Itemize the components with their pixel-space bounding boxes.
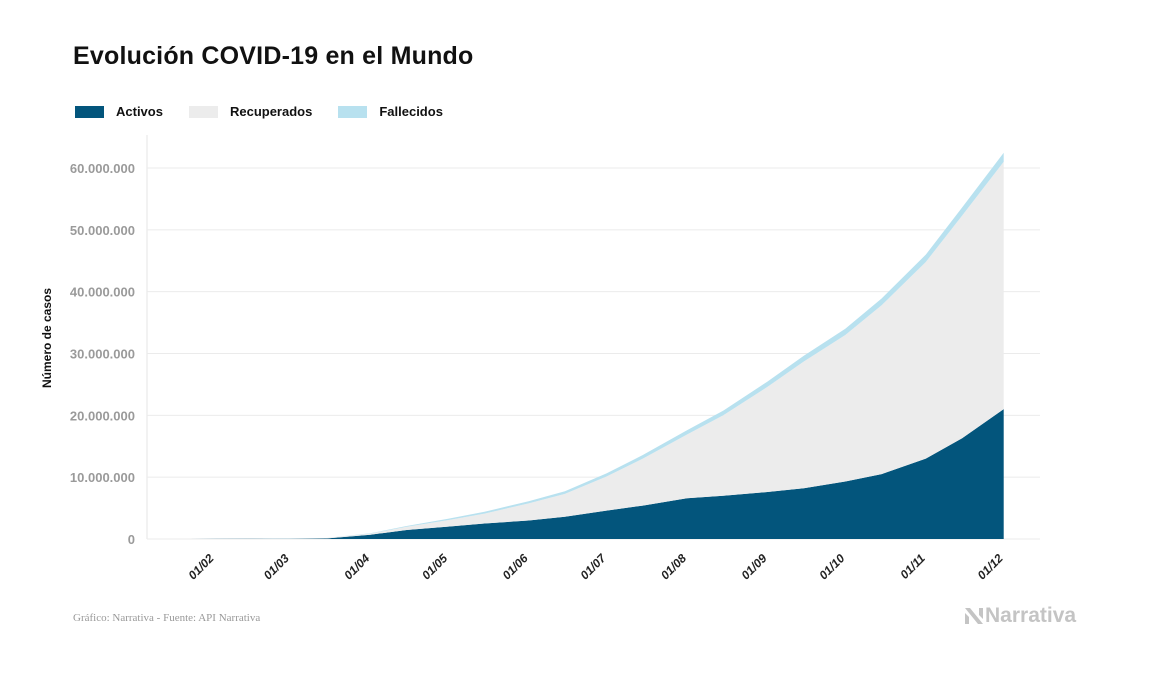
area-recuperados	[188, 161, 1004, 540]
narrativa-logo: Narrativa	[964, 604, 1076, 628]
legend-label-fallecidos: Fallecidos	[379, 104, 443, 119]
legend-swatch-recuperados	[188, 105, 218, 118]
x-tick-label: 01/02	[185, 551, 216, 582]
areas	[188, 152, 1004, 540]
x-tick-label: 01/04	[341, 551, 372, 582]
legend-swatch-activos	[75, 105, 104, 118]
x-tick-label: 01/09	[738, 551, 769, 582]
y-tick-label: 30.000.000	[70, 347, 135, 362]
x-tick-label: 01/11	[897, 551, 928, 582]
y-axis-ticks: 0 10.000.000 20.000.000 30.000.000 40.000.00…	[70, 161, 135, 547]
logo-text: Narrativa	[985, 604, 1077, 627]
y-tick-label: 10.000.000	[70, 470, 135, 485]
source-footer: Gráfico: Narrativa - Fuente: API Narrati…	[73, 612, 261, 624]
y-tick-label: 40.000.000	[70, 285, 135, 300]
legend-swatch-fallecidos	[338, 105, 368, 118]
legend-label-activos: Activos	[116, 104, 163, 119]
narrativa-logo-icon	[965, 608, 983, 624]
y-tick-label: 60.000.000	[70, 161, 135, 176]
y-tick-label: 20.000.000	[70, 408, 135, 423]
legend-item-recuperados: Recuperados	[188, 104, 313, 119]
x-tick-label: 01/08	[658, 551, 689, 582]
legend-item-activos: Activos	[75, 104, 163, 119]
legend-item-fallecidos: Fallecidos	[338, 104, 443, 119]
x-tick-label: 01/03	[261, 551, 292, 582]
chart-title: Evolución COVID-19 en el Mundo	[73, 42, 474, 70]
x-axis-ticks: 01/02 01/03 01/04 01/05 01/06 01/07 01/08 01/09…	[185, 550, 1006, 582]
x-tick-label: 01/05	[419, 551, 450, 582]
y-tick-label: 0	[128, 532, 135, 547]
x-tick-label: 01/06	[500, 551, 531, 582]
x-tick-label: 01/12	[975, 551, 1006, 582]
y-axis-label: Número de casos	[40, 288, 54, 388]
x-tick-label: 01/07	[577, 550, 609, 582]
legend: Activos Recuperados Fallecidos	[75, 104, 469, 119]
area-activos	[188, 409, 1004, 539]
legend-label-recuperados: Recuperados	[229, 104, 313, 119]
x-tick-label: 01/10	[816, 551, 847, 582]
y-tick-label: 50.000.000	[70, 223, 135, 238]
